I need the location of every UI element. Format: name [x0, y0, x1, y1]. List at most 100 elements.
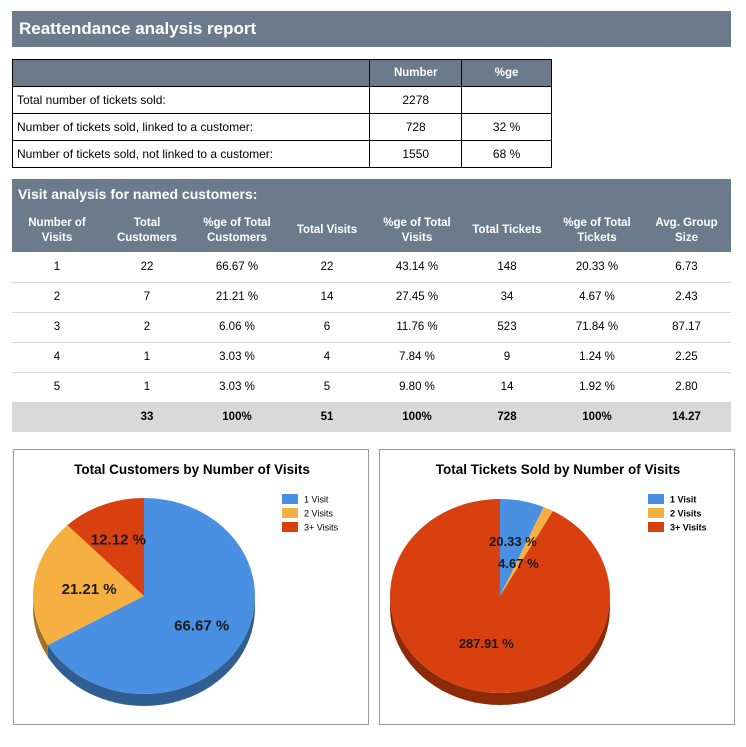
table-row: 4 1 3.03 % 4 7.84 % 9 1.24 % 2.25: [12, 342, 731, 373]
table-cell: 5: [282, 372, 372, 403]
total-cell: 51: [282, 402, 372, 432]
table-cell: 2.80: [642, 372, 731, 403]
pie-slice-1: [500, 499, 544, 596]
table-cell: 7: [102, 282, 192, 313]
customers-pie-svg: Total Customers by Number of Visits 66.67…: [33, 462, 339, 706]
table-row: 3 2 6.06 % 6 11.76 % 523 71.84 % 87.17: [12, 312, 731, 343]
tickets-pie-chart: Total Tickets Sold by Number of Visits 20…: [379, 449, 735, 725]
visit-header-cell: %ge of Total Visits: [372, 209, 462, 252]
table-cell: 22: [102, 252, 192, 283]
visit-header-cell: Total Visits: [282, 209, 372, 252]
legend-swatch: [648, 522, 664, 532]
chart-title: Total Tickets Sold by Number of Visits: [436, 462, 681, 477]
table-cell: 5: [12, 372, 102, 403]
summary-number: 2278: [369, 86, 463, 114]
table-cell: 6.06 %: [192, 312, 282, 343]
table-cell: 3: [12, 312, 102, 343]
visit-header-cell: Total Tickets: [462, 209, 552, 252]
table-cell: 43.14 %: [372, 252, 462, 283]
table-row: 2 7 21.21 % 14 27.45 % 34 4.67 % 2.43: [12, 282, 731, 313]
table-row: 5 1 3.03 % 5 9.80 % 14 1.92 % 2.80: [12, 372, 731, 403]
legend-label: 2 Visits: [670, 509, 701, 519]
table-cell: 9.80 %: [372, 372, 462, 403]
legend-label: 2 Visits: [304, 509, 333, 519]
table-cell: 20.33 %: [552, 252, 642, 283]
pie-data-label: 20.33 %: [489, 534, 537, 549]
totals-row: 33 100% 51 100% 728 100% 14.27: [12, 402, 731, 432]
table-cell: 1: [102, 342, 192, 373]
visit-header-cell: %ge of Total Customers: [192, 209, 282, 252]
pie-slice-side: [33, 596, 48, 657]
summary-table: Number %ge Total number of tickets sold:…: [11, 59, 552, 168]
table-cell: 1.92 %: [552, 372, 642, 403]
table-cell: 4: [282, 342, 372, 373]
total-cell: 14.27: [642, 402, 731, 432]
legend-label: 1 Visit: [670, 495, 696, 505]
visit-header-cell: %ge of Total Tickets: [552, 209, 642, 252]
table-cell: 4: [12, 342, 102, 373]
table-cell: 3.03 %: [192, 372, 282, 403]
table-cell: 523: [462, 312, 552, 343]
table-cell: 9: [462, 342, 552, 373]
table-cell: 87.17: [642, 312, 731, 343]
legend-swatch: [648, 508, 664, 518]
table-cell: 1: [12, 252, 102, 283]
table-cell: 2.43: [642, 282, 731, 313]
table-cell: 4.67 %: [552, 282, 642, 313]
table-cell: 11.76 %: [372, 312, 462, 343]
table-cell: 14: [462, 372, 552, 403]
report-title: Reattendance analysis report: [12, 11, 731, 47]
table-cell: 7.84 %: [372, 342, 462, 373]
summary-number: 1550: [369, 140, 463, 168]
table-cell: 2: [12, 282, 102, 313]
tickets-pie-svg: Total Tickets Sold by Number of Visits 20…: [389, 462, 707, 705]
visit-header-cell: Total Customers: [102, 209, 192, 252]
summary-pct: 68 %: [461, 140, 552, 168]
summary-header-label: [11, 59, 371, 87]
total-cell: 100%: [372, 402, 462, 432]
table-cell: 1: [102, 372, 192, 403]
table-cell: 34: [462, 282, 552, 313]
summary-row: Total number of tickets sold: 2278: [11, 86, 552, 114]
table-cell: 6.73: [642, 252, 731, 283]
summary-row: Number of tickets sold, linked to a cust…: [11, 113, 552, 141]
visit-analysis-table: Number of Visits Total Customers %ge of …: [12, 209, 731, 432]
pie-data-label: 66.67 %: [174, 617, 229, 634]
pie-slice-1: [47, 498, 256, 694]
legend-swatch: [282, 522, 298, 532]
visit-header-row: Number of Visits Total Customers %ge of …: [12, 209, 731, 252]
summary-row: Number of tickets sold, not linked to a …: [11, 140, 552, 168]
customers-pie-chart: Total Customers by Number of Visits 66.67…: [13, 449, 369, 725]
pie-data-label: 4.67 %: [498, 556, 539, 571]
summary-label: Number of tickets sold, linked to a cust…: [11, 113, 371, 141]
pie-slice-3: [389, 498, 610, 693]
summary-pct: 32 %: [461, 113, 552, 141]
pie-slice-2: [500, 506, 553, 596]
pie-data-label: 12.12 %: [91, 532, 146, 549]
table-cell: 3.03 %: [192, 342, 282, 373]
total-cell: 33: [102, 402, 192, 432]
table-cell: 22: [282, 252, 372, 283]
legend-label: 3+ Visits: [670, 523, 707, 533]
summary-header-row: Number %ge: [11, 59, 552, 87]
table-cell: 71.84 %: [552, 312, 642, 343]
total-cell: 100%: [192, 402, 282, 432]
legend-label: 3+ Visits: [304, 523, 339, 533]
table-cell: 6: [282, 312, 372, 343]
pie-data-label: 21.21 %: [62, 581, 117, 598]
pie-slice-2: [33, 525, 144, 645]
table-cell: 2.25: [642, 342, 731, 373]
table-cell: 21.21 %: [192, 282, 282, 313]
table-cell: 1.24 %: [552, 342, 642, 373]
table-row: 1 22 66.67 % 22 43.14 % 148 20.33 % 6.73: [12, 252, 731, 283]
pie-data-label: 287.91 %: [459, 636, 514, 651]
legend-label: 1 Visit: [304, 495, 329, 505]
table-cell: 148: [462, 252, 552, 283]
summary-number: 728: [369, 113, 463, 141]
summary-label: Total number of tickets sold:: [11, 86, 371, 114]
legend-swatch: [282, 508, 298, 518]
total-cell: 728: [462, 402, 552, 432]
summary-header-pct: %ge: [461, 59, 552, 87]
summary-label: Number of tickets sold, not linked to a …: [11, 140, 371, 168]
visit-analysis-title: Visit analysis for named customers:: [12, 179, 731, 209]
